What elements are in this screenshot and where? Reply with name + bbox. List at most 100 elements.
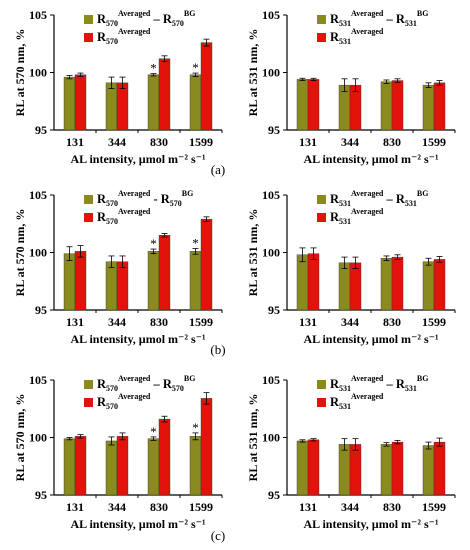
bar-difference (105, 261, 118, 311)
x-axis-label: AL intensity, µmol m⁻² s⁻¹ (303, 517, 439, 531)
bar-averaged (74, 251, 87, 311)
y-tick-label: 105 (262, 373, 280, 387)
bar-averaged (307, 439, 320, 496)
significance-star: * (192, 420, 199, 435)
bar-averaged (391, 441, 404, 496)
y-tick-label: 105 (29, 8, 47, 22)
x-tick-label: 344 (108, 500, 126, 514)
x-tick-label: 131 (299, 315, 317, 329)
bar-difference (63, 76, 76, 131)
legend-entry: R531Averaged – R531BG (330, 189, 428, 208)
legend-entry: R531Averaged – R531BG (330, 9, 428, 28)
significance-star: * (192, 235, 199, 250)
x-axis-label: AL intensity, µmol m⁻² s⁻¹ (303, 332, 439, 346)
x-tick-label: 344 (341, 315, 359, 329)
x-tick-label: 131 (299, 500, 317, 514)
y-tick-label: 95 (268, 488, 280, 502)
y-axis-label: RL at 570 nm, % (13, 29, 27, 117)
legend-swatch (317, 33, 326, 42)
bar-averaged (307, 253, 320, 311)
legend-swatch (317, 195, 326, 204)
bar-averaged (158, 235, 171, 311)
x-tick-label: 131 (66, 315, 84, 329)
x-tick-label: 830 (383, 500, 401, 514)
bar-difference (105, 82, 118, 131)
legend-entry: R531Averaged (330, 392, 384, 411)
bar-difference (147, 251, 160, 311)
y-tick-label: 95 (35, 123, 47, 137)
legend-swatch (84, 380, 93, 389)
legend-entry: R570Averaged - R570BG (97, 189, 193, 208)
y-tick-label: 105 (29, 373, 47, 387)
legend-swatch (84, 398, 93, 407)
x-tick-label: 344 (341, 500, 359, 514)
bar-difference (189, 436, 202, 496)
bar-difference (380, 444, 393, 496)
bar-averaged (200, 398, 213, 496)
legend-entry: R570Averaged – R570BG (97, 374, 195, 393)
bar-difference (189, 251, 202, 311)
x-tick-label: 830 (383, 315, 401, 329)
bar-difference (338, 262, 351, 311)
y-tick-label: 105 (262, 8, 280, 22)
legend-entry: R531Averaged (330, 27, 384, 46)
bar-averaged (307, 79, 320, 131)
legend-entry: R570Averaged (97, 27, 151, 46)
bar-difference (422, 445, 435, 496)
bar-difference (189, 74, 202, 131)
x-tick-label: 830 (150, 315, 168, 329)
x-tick-label: 830 (150, 135, 168, 149)
bar-difference (147, 438, 160, 496)
legend-entry: R570Averaged (97, 207, 151, 226)
y-tick-label: 100 (262, 431, 280, 445)
x-tick-label: 830 (383, 135, 401, 149)
y-tick-label: 100 (29, 66, 47, 80)
bar-averaged (158, 418, 171, 496)
y-tick-label: 105 (29, 188, 47, 202)
bar-averaged (74, 74, 87, 131)
bar-averaged (349, 444, 362, 496)
bar-averaged (391, 256, 404, 311)
x-tick-label: 1599 (422, 135, 446, 149)
bar-averaged (433, 259, 446, 311)
legend-entry: R570Averaged (97, 392, 151, 411)
bar-difference (380, 258, 393, 311)
significance-star: * (150, 61, 157, 76)
x-tick-label: 1599 (189, 500, 213, 514)
bar-averaged (200, 42, 213, 131)
bar-averaged (158, 58, 171, 131)
y-axis-label: RL at 531 nm, % (246, 394, 260, 482)
x-tick-label: 344 (108, 135, 126, 149)
bar-averaged (349, 262, 362, 311)
y-tick-label: 100 (262, 246, 280, 260)
bar-averaged (116, 436, 129, 496)
bar-averaged (433, 441, 446, 496)
legend-entry: R570Averaged – R570BG (97, 9, 195, 28)
legend-entry: R531Averaged (330, 207, 384, 226)
legend-swatch (317, 380, 326, 389)
legend-swatch (317, 398, 326, 407)
bar-averaged (74, 436, 87, 496)
x-tick-label: 1599 (422, 315, 446, 329)
y-axis-label: RL at 531 nm, % (246, 209, 260, 297)
significance-star: * (192, 60, 199, 75)
y-tick-label: 100 (29, 431, 47, 445)
x-tick-label: 131 (66, 500, 84, 514)
significance-star: * (150, 236, 157, 251)
bar-difference (380, 81, 393, 131)
y-tick-label: 95 (35, 303, 47, 317)
y-tick-label: 95 (35, 488, 47, 502)
bar-averaged (433, 82, 446, 131)
legend-swatch (84, 33, 93, 42)
legend-entry: R531Averaged – R531BG (330, 374, 428, 393)
y-axis-label: RL at 570 nm, % (13, 394, 27, 482)
x-tick-label: 1599 (189, 315, 213, 329)
y-tick-label: 95 (268, 123, 280, 137)
bar-averaged (116, 261, 129, 311)
y-axis-label: RL at 570 nm, % (13, 209, 27, 297)
